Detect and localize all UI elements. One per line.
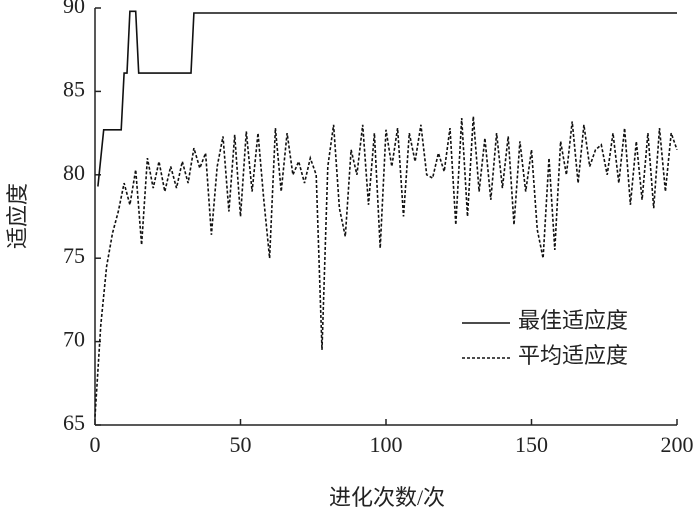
y-tick-label: 90 [63,0,85,18]
y-tick-label: 75 [63,243,85,268]
y-tick-label: 85 [63,76,85,101]
x-tick-label: 0 [90,432,101,457]
y-tick-label: 70 [63,327,85,352]
legend-label: 平均适应度 [518,343,628,368]
series-line [97,10,677,187]
series-line [94,116,678,417]
x-tick-label: 100 [370,432,403,457]
legend-label: 最佳适应度 [518,308,628,333]
y-tick-label: 80 [63,160,85,185]
x-tick-label: 50 [230,432,252,457]
x-tick-label: 200 [661,432,694,457]
x-tick-label: 150 [515,432,548,457]
y-axis-label: 适应度 [5,183,30,249]
x-axis-label: 进化次数/次 [329,485,445,510]
y-tick-label: 65 [63,410,85,435]
